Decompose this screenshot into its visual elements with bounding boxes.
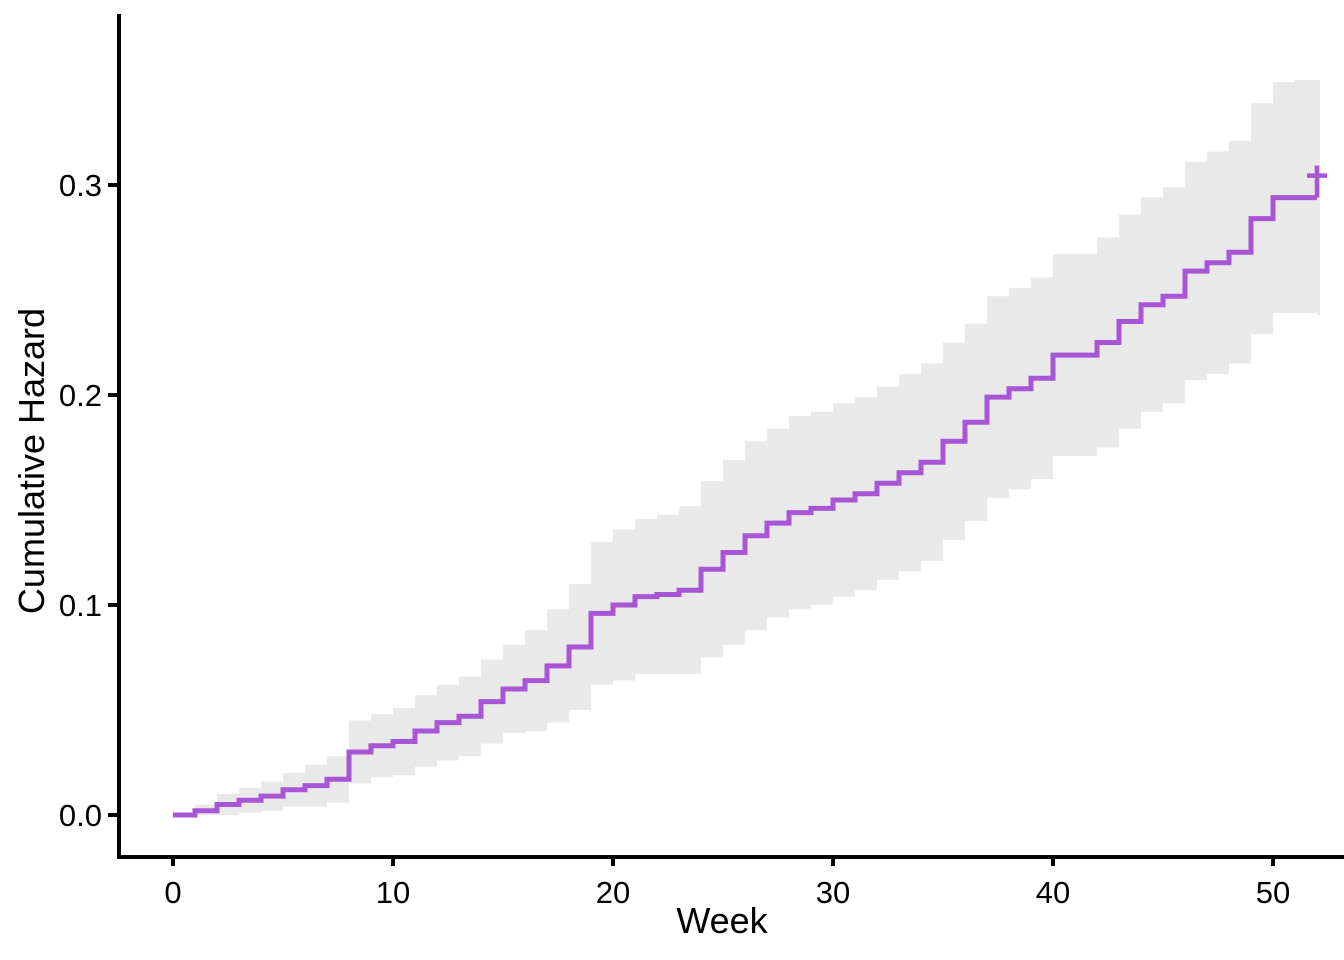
confidence-band-layer: [173, 80, 1320, 815]
y-tick-label: 0.3: [59, 168, 102, 203]
y-tick-label: 0.2: [59, 378, 102, 413]
y-tick-label: 0.0: [59, 798, 102, 833]
x-tick-label: 20: [596, 875, 630, 910]
x-tick-label: 10: [376, 875, 410, 910]
y-tick-label: 0.1: [59, 588, 102, 623]
confidence-band: [173, 80, 1320, 815]
axis-layer: 0 10 20 30 40 50 0.0 0.1 0.2 0.3: [59, 14, 1344, 910]
x-tick-label: 50: [1256, 875, 1290, 910]
x-axis-title: Week: [676, 900, 768, 941]
hazard-line-layer: [173, 165, 1327, 818]
x-tick-label: 40: [1036, 875, 1070, 910]
y-axis-title: Cumulative Hazard: [11, 308, 52, 614]
hazard-step-line: [173, 195, 1317, 818]
x-tick-label: 0: [164, 875, 181, 910]
x-tick-label: 30: [816, 875, 850, 910]
censor-mark: [1307, 165, 1327, 198]
